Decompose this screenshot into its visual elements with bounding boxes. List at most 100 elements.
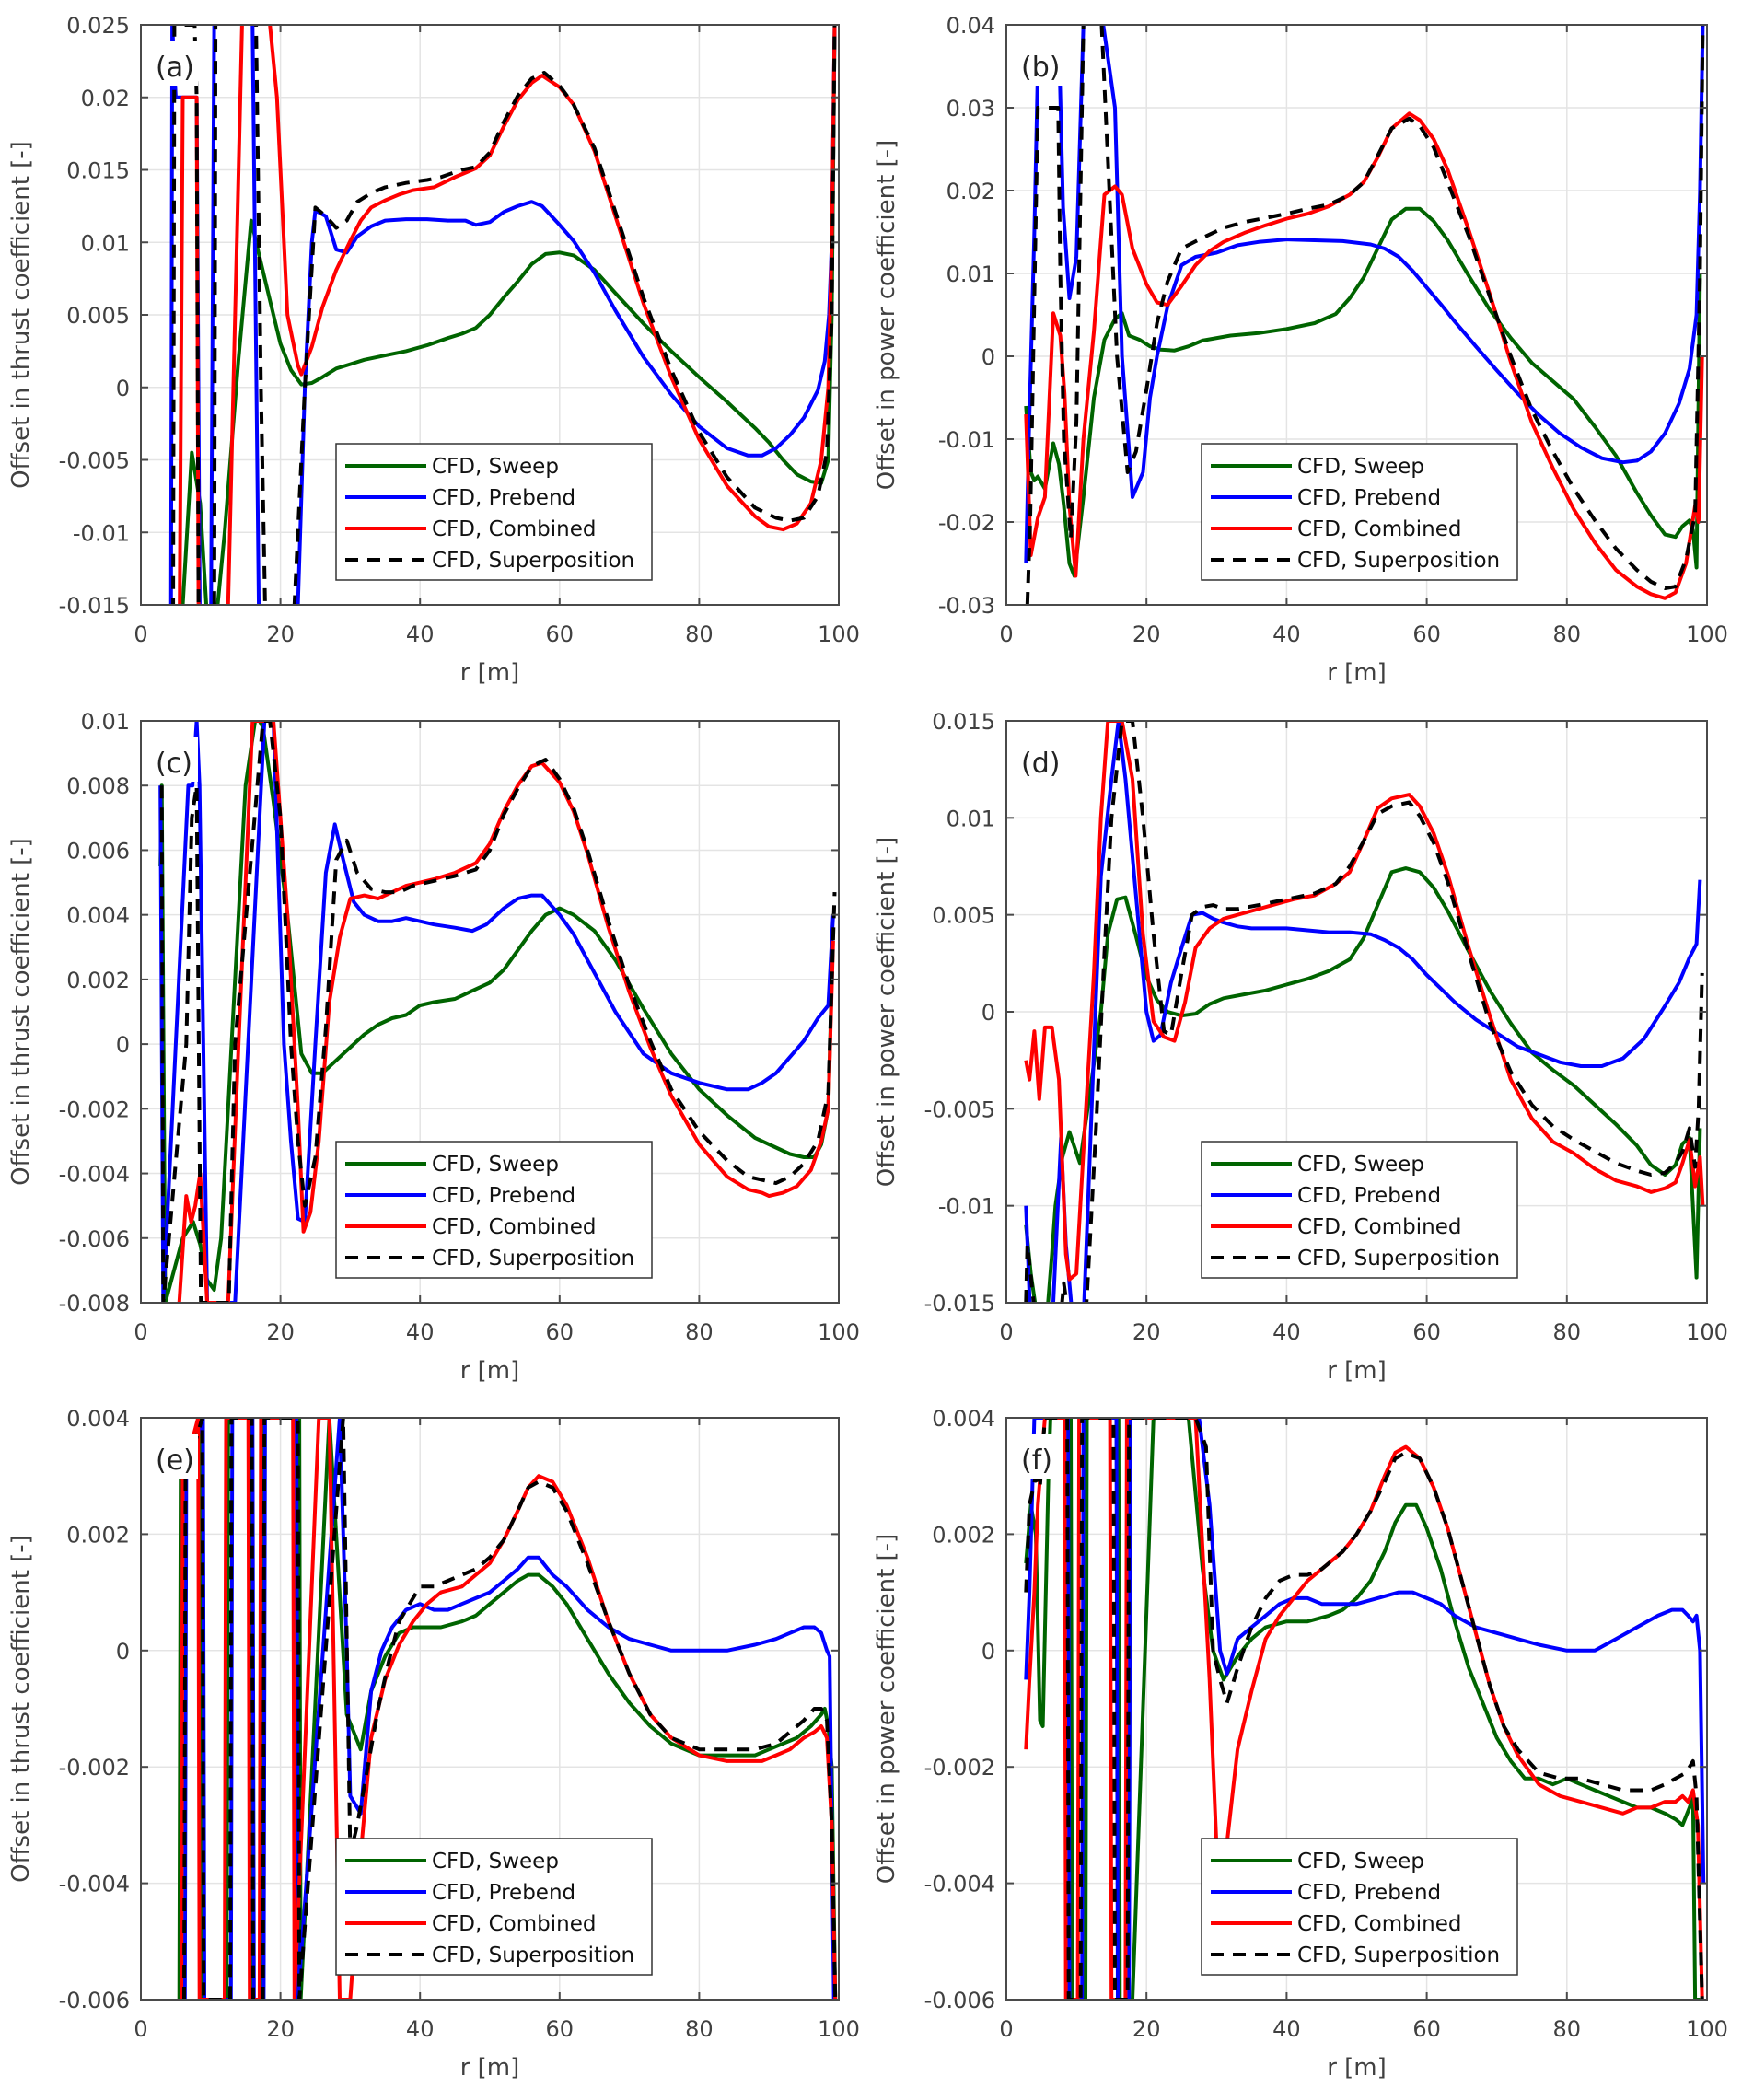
series-line-cfd-prebend bbox=[182, 1418, 836, 2000]
y-axis-label: Offset in thrust coefficient [-] bbox=[7, 1535, 35, 1883]
panel-tag: (f) bbox=[1021, 1444, 1052, 1477]
legend-entry-label: CFD, Combined bbox=[432, 1912, 596, 1936]
y-tick-label: 0 bbox=[116, 1032, 130, 1058]
y-tick-label: 0 bbox=[116, 1639, 130, 1665]
legend-entry-label: CFD, Combined bbox=[1297, 1215, 1461, 1239]
y-tick-label: -0.006 bbox=[59, 1226, 130, 1252]
x-tick-label: 80 bbox=[1553, 621, 1582, 647]
legend-entry-label: CFD, Prebend bbox=[432, 486, 575, 510]
series-line-cfd-combined bbox=[178, 25, 837, 605]
x-tick-label: 60 bbox=[546, 1319, 575, 1345]
x-tick-label: 100 bbox=[1686, 2016, 1728, 2042]
axes-frame bbox=[140, 1417, 840, 2001]
series-group bbox=[168, 25, 837, 605]
axes-frame bbox=[140, 720, 840, 1304]
y-tick-label: -0.004 bbox=[59, 1872, 130, 1897]
series-line-cfd-prebend bbox=[1024, 721, 1702, 1303]
legend: CFD, Sweep CFD, Prebend CFD, Combined CFD, … bbox=[1201, 1141, 1518, 1279]
series-line-cfd-sweep bbox=[158, 721, 834, 1303]
x-tick-label: 60 bbox=[546, 621, 575, 647]
legend-entry-label: CFD, Combined bbox=[432, 1215, 596, 1239]
y-tick-label: -0.006 bbox=[59, 1988, 130, 2013]
axes-frame bbox=[1005, 1417, 1708, 2001]
series-line-cfd-sweep bbox=[1024, 1418, 1701, 2000]
legend-entry-label: CFD, Superposition bbox=[432, 1943, 634, 1967]
x-axis-label: r [m] bbox=[1327, 1357, 1387, 1385]
series-line-cfd-sweep bbox=[177, 1418, 838, 2000]
x-tick-label: 60 bbox=[1412, 621, 1441, 647]
y-tick-label: 0 bbox=[116, 376, 130, 401]
y-tick-label: 0.008 bbox=[66, 773, 130, 799]
x-tick-label: 0 bbox=[134, 2016, 147, 2042]
legend-entry-label: CFD, Sweep bbox=[432, 1153, 559, 1177]
x-tick-label: 80 bbox=[1553, 1319, 1582, 1345]
x-axis-label: r [m] bbox=[1327, 2054, 1387, 2082]
series-line-cfd-combined bbox=[1024, 111, 1704, 600]
panel-tag-bg bbox=[150, 737, 198, 782]
subplot-a: 0 20 40 60 80 100 -0.015 -0.01 -0.005 0 0.005 0.01 0… bbox=[7, 13, 860, 687]
x-tick-label: 40 bbox=[1272, 621, 1301, 647]
legend-entry-label: CFD, Sweep bbox=[1297, 1153, 1424, 1177]
x-tick-label: 40 bbox=[406, 1319, 435, 1345]
legend: CFD, Sweep CFD, Prebend CFD, Combined CFD, … bbox=[1201, 443, 1518, 581]
legend-entry-label: CFD, Sweep bbox=[1297, 455, 1424, 479]
legend: CFD, Sweep CFD, Prebend CFD, Combined CFD, … bbox=[335, 443, 653, 581]
y-tick-label: 0.004 bbox=[932, 1406, 995, 1432]
x-tick-label: 60 bbox=[1412, 1319, 1441, 1345]
series-line-cfd-combined bbox=[180, 1418, 838, 2000]
y-tick-label: 0.002 bbox=[66, 1522, 130, 1548]
x-tick-label: 100 bbox=[818, 621, 860, 647]
y-tick-label: 0.01 bbox=[946, 806, 995, 831]
y-tick-label: 0.006 bbox=[66, 838, 130, 864]
series-line-cfd-combined bbox=[1024, 721, 1705, 1282]
panel-tag-bg bbox=[150, 1434, 198, 1479]
panel-tag-bg bbox=[150, 41, 198, 86]
x-tick-label: 40 bbox=[406, 2016, 435, 2042]
y-tick-label: 0.02 bbox=[81, 86, 130, 111]
legend-entry-label: CFD, Prebend bbox=[1297, 1881, 1441, 1905]
series-line-cfd-superposition bbox=[159, 721, 837, 1303]
series-line-cfd-prebend bbox=[1024, 1418, 1706, 2000]
x-axis-label: r [m] bbox=[460, 2054, 520, 2082]
y-axis-label: Offset in power coefficient [-] bbox=[873, 1534, 900, 1884]
y-tick-label: 0.01 bbox=[946, 261, 995, 287]
legend-entry-label: CFD, Prebend bbox=[432, 1184, 575, 1208]
y-tick-label: -0.01 bbox=[938, 1194, 995, 1220]
panel-tag-bg bbox=[1016, 41, 1063, 86]
x-tick-label: 80 bbox=[685, 1319, 714, 1345]
y-tick-label: 0 bbox=[981, 1000, 995, 1026]
legend-entry-label: CFD, Superposition bbox=[432, 1247, 634, 1270]
y-tick-label: -0.03 bbox=[938, 593, 995, 619]
legend: CFD, Sweep CFD, Prebend CFD, Combined CFD, … bbox=[335, 1141, 653, 1279]
y-tick-label: 0.01 bbox=[81, 230, 130, 256]
panel-tag: (b) bbox=[1021, 52, 1060, 84]
subplot-b: 0 20 40 60 80 100 -0.03 -0.02 -0.01 0 0.01 0.02 0.03… bbox=[873, 13, 1728, 687]
y-tick-label: 0.002 bbox=[66, 968, 130, 993]
y-tick-label: 0.015 bbox=[932, 709, 995, 735]
y-tick-label: 0.03 bbox=[946, 96, 995, 122]
x-tick-label: 0 bbox=[999, 2016, 1013, 2042]
y-tick-label: 0 bbox=[981, 1639, 995, 1665]
subplot-f: 0 20 40 60 80 100 -0.006 -0.004 -0.002 0 0.002 0.00… bbox=[873, 1406, 1728, 2082]
y-tick-label: 0.005 bbox=[932, 903, 995, 929]
legend-entry-label: CFD, Superposition bbox=[1297, 1943, 1500, 1967]
series-group bbox=[1024, 1418, 1706, 2000]
y-tick-label: 0.01 bbox=[81, 709, 130, 735]
panel-tag: (a) bbox=[156, 52, 194, 84]
x-tick-label: 40 bbox=[406, 621, 435, 647]
x-tick-label: 20 bbox=[1132, 2016, 1161, 2042]
subplot-e: 0 20 40 60 80 100 -0.006 -0.004 -0.002 0 0.002 0.00… bbox=[7, 1406, 860, 2082]
legend-entry-label: CFD, Combined bbox=[1297, 517, 1461, 541]
y-tick-label: 0.025 bbox=[66, 13, 130, 39]
x-tick-label: 100 bbox=[818, 2016, 860, 2042]
x-tick-label: 40 bbox=[1272, 2016, 1301, 2042]
x-tick-label: 0 bbox=[999, 621, 1013, 647]
y-tick-label: -0.015 bbox=[924, 1291, 995, 1317]
series-line-cfd-superposition bbox=[1024, 1418, 1704, 2000]
x-tick-label: 20 bbox=[266, 2016, 295, 2042]
legend-entry-label: CFD, Superposition bbox=[432, 549, 634, 573]
y-tick-label: 0.005 bbox=[66, 303, 130, 329]
y-tick-label: 0 bbox=[981, 344, 995, 370]
series-line-cfd-prebend bbox=[1024, 25, 1705, 564]
